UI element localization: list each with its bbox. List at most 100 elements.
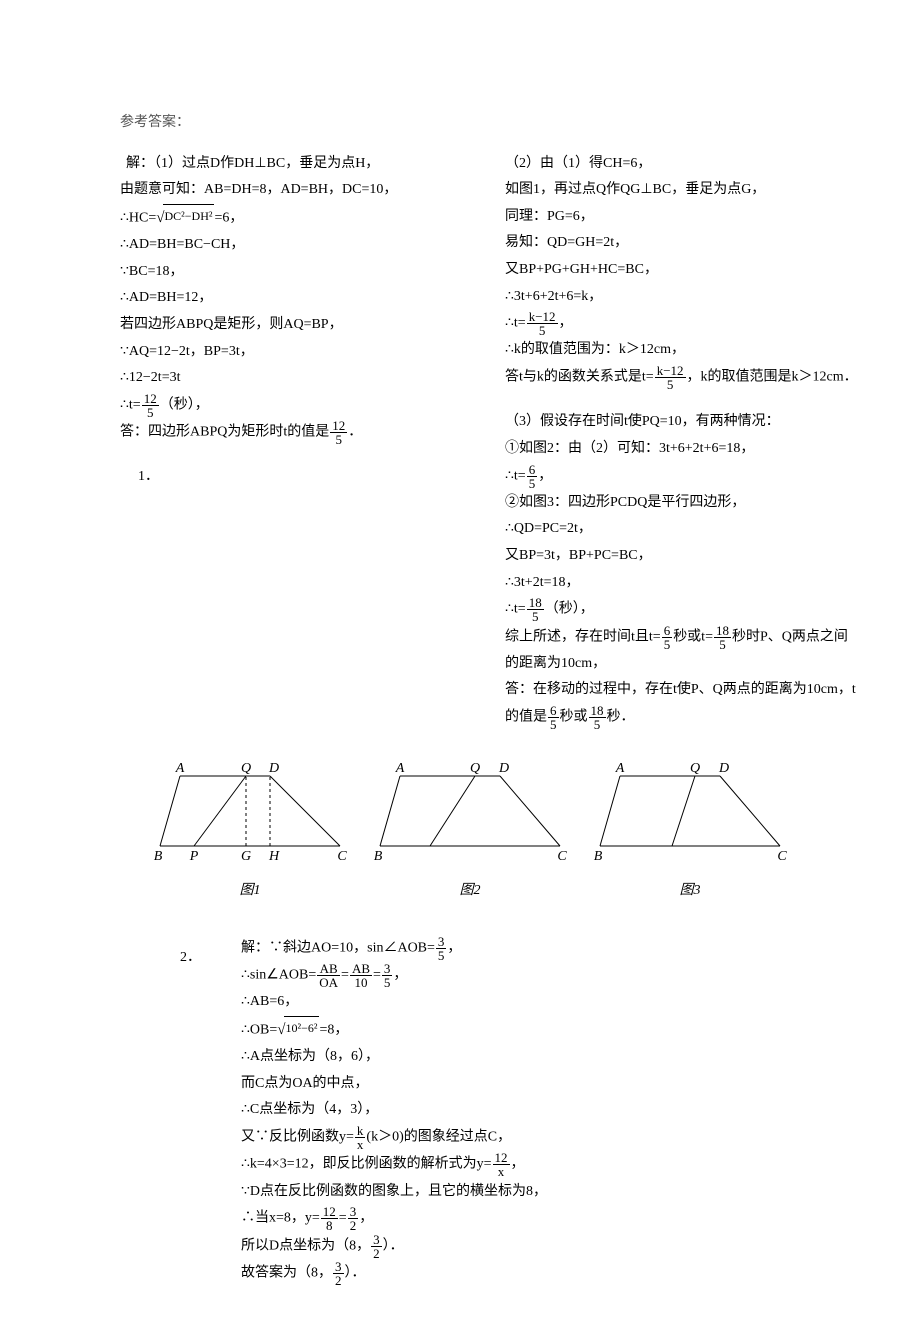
text: ①如图2：由（2）可知：3t+6+2t+6=18， [505, 436, 860, 463]
figure-3: AQDBC 图3 [600, 761, 780, 904]
figure-2: AQDBC 图2 [380, 761, 560, 904]
text: 而C点为OA的中点， [241, 1071, 547, 1098]
figures-row: AQDBPGHC 图1 AQDBC 图2 AQDBC 图3 [160, 761, 860, 904]
text: （秒）， [160, 398, 209, 413]
text: ∴k的取值范围为：k＞12cm， [505, 337, 860, 364]
text: ， [359, 1211, 373, 1226]
fraction: 65 [527, 463, 538, 490]
svg-text:C: C [337, 849, 347, 864]
trapezoid-diagram-1: AQDBPGHC [160, 761, 340, 861]
text: ∴sin∠AOB= [241, 968, 316, 983]
svg-text:D: D [268, 761, 279, 776]
fraction: 185 [714, 624, 731, 651]
text: 秒． [607, 710, 635, 725]
text: ∴A点坐标为（8，6）， [241, 1044, 547, 1071]
solution-2-block: 2． 解：∵斜边AO=10，sin∠AOB=35， ∴sin∠AOB=ABOA=… [120, 935, 860, 1288]
text: ∴OB= [241, 1022, 277, 1037]
text: ∴12−2t=3t [120, 365, 475, 392]
problem-number-1: 1． [138, 464, 475, 491]
text: = [341, 968, 349, 983]
text: 又∵反比例函数y= [241, 1130, 354, 1145]
text: =8， [319, 1022, 348, 1037]
fraction: 185 [589, 704, 606, 731]
text: ， [393, 968, 407, 983]
svg-text:P: P [189, 849, 199, 864]
text: (k＞0)的图象经过点C， [366, 1130, 511, 1145]
figure-1: AQDBPGHC 图1 [160, 761, 340, 904]
text: 综上所述，存在时间t且t= [505, 629, 661, 644]
svg-text:B: B [154, 849, 163, 864]
text: 秒或t= [673, 629, 713, 644]
text: 易知：QD=GH=2t， [505, 230, 860, 257]
svg-text:D: D [498, 761, 509, 776]
text: 解：（1）过点D作DH⊥BC，垂足为点H， [126, 156, 379, 171]
problem-number-2: 2． [180, 945, 201, 1288]
text: ∴AD=BH=12， [120, 285, 475, 312]
svg-text:Q: Q [470, 761, 480, 776]
text: ∴HC= [120, 210, 156, 225]
left-column: 解：（1）过点D作DH⊥BC，垂足为点H， 由题意可知：AB=DH=8，AD=B… [120, 151, 475, 732]
svg-text:C: C [777, 849, 787, 864]
figure-caption: 图1 [160, 878, 340, 905]
text: ∴t= [505, 602, 526, 617]
figure-caption: 图3 [600, 878, 780, 905]
svg-text:C: C [557, 849, 567, 864]
text: ∴QD=PC=2t， [505, 516, 860, 543]
solution-2-body: 解：∵斜边AO=10，sin∠AOB=35， ∴sin∠AOB=ABOA=AB1… [241, 935, 547, 1288]
fraction: k−125 [527, 310, 558, 337]
text: ，k的取值范围是k＞12cm． [687, 370, 858, 385]
text: ∴AD=BH=BC−CH， [120, 232, 475, 259]
sqrt-expr: 10²−6² [277, 1016, 319, 1045]
fraction: 125 [330, 419, 347, 446]
text: 答：四边形ABPQ为矩形时t的值是 [120, 425, 329, 440]
page: 参考答案： 解：（1）过点D作DH⊥BC，垂足为点H， 由题意可知：AB=DH=… [0, 0, 920, 1327]
text: 又BP+PG+GH+HC=BC， [505, 257, 860, 284]
text: ． [348, 425, 362, 440]
fraction: 32 [371, 1233, 382, 1260]
svg-text:A: A [395, 761, 405, 776]
text: ∴t= [505, 316, 526, 331]
answer-key-title: 参考答案： [120, 110, 860, 137]
text: ∴当x=8，y= [241, 1211, 320, 1226]
trapezoid-diagram-3: AQDBC [600, 761, 780, 861]
trapezoid-diagram-2: AQDBC [380, 761, 560, 861]
fraction: ABOA [317, 962, 340, 989]
text: 由题意可知：AB=DH=8，AD=BH，DC=10， [120, 177, 475, 204]
text: ∴t= [120, 398, 141, 413]
svg-text:H: H [268, 849, 280, 864]
text: （2）由（1）得CH=6， [505, 151, 860, 178]
sqrt-expr: DC²−DH² [156, 204, 214, 233]
text: ②如图3：四边形PCDQ是平行四边形， [505, 490, 860, 517]
svg-text:A: A [175, 761, 185, 776]
fraction: 125 [142, 392, 159, 419]
fraction: 185 [527, 596, 544, 623]
text: 所以D点坐标为（8， [241, 1238, 370, 1253]
text: ， [447, 940, 461, 955]
text: ∴t= [505, 468, 526, 483]
text: ∴AB=6， [241, 989, 547, 1016]
svg-text:B: B [374, 849, 383, 864]
text: ）． [345, 1266, 366, 1281]
text: 又BP=3t，BP+PC=BC， [505, 543, 860, 570]
two-column-solution: 解：（1）过点D作DH⊥BC，垂足为点H， 由题意可知：AB=DH=8，AD=B… [120, 151, 860, 732]
fraction: 65 [662, 624, 673, 651]
text: 答t与k的函数关系式是t= [505, 370, 654, 385]
fraction: 12x [493, 1151, 510, 1178]
text: 如图1，再过点Q作QG⊥BC，垂足为点G， [505, 177, 860, 204]
figure-caption: 图2 [380, 878, 560, 905]
text: ）． [383, 1238, 404, 1253]
fraction: k−125 [655, 364, 686, 391]
text: ∴3t+2t=18， [505, 570, 860, 597]
fraction: 32 [348, 1205, 359, 1232]
svg-text:Q: Q [241, 761, 251, 776]
text: （3）假设存在时间t使PQ=10，有两种情况： [505, 409, 860, 436]
fraction: 35 [382, 962, 393, 989]
fraction: 32 [333, 1260, 344, 1287]
svg-text:A: A [615, 761, 625, 776]
text: ∴3t+6+2t+6=k， [505, 284, 860, 311]
fraction: 128 [321, 1205, 338, 1232]
text: 若四边形ABPQ是矩形，则AQ=BP， [120, 312, 475, 339]
svg-text:B: B [594, 849, 603, 864]
text: ∵D点在反比例函数的图象上，且它的横坐标为8， [241, 1179, 547, 1206]
text: 秒或 [560, 710, 588, 725]
